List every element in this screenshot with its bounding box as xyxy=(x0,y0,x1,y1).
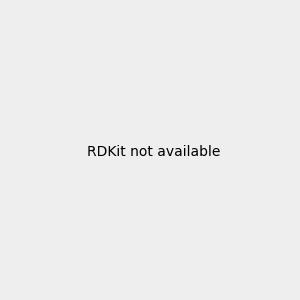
Text: RDKit not available: RDKit not available xyxy=(87,145,220,158)
